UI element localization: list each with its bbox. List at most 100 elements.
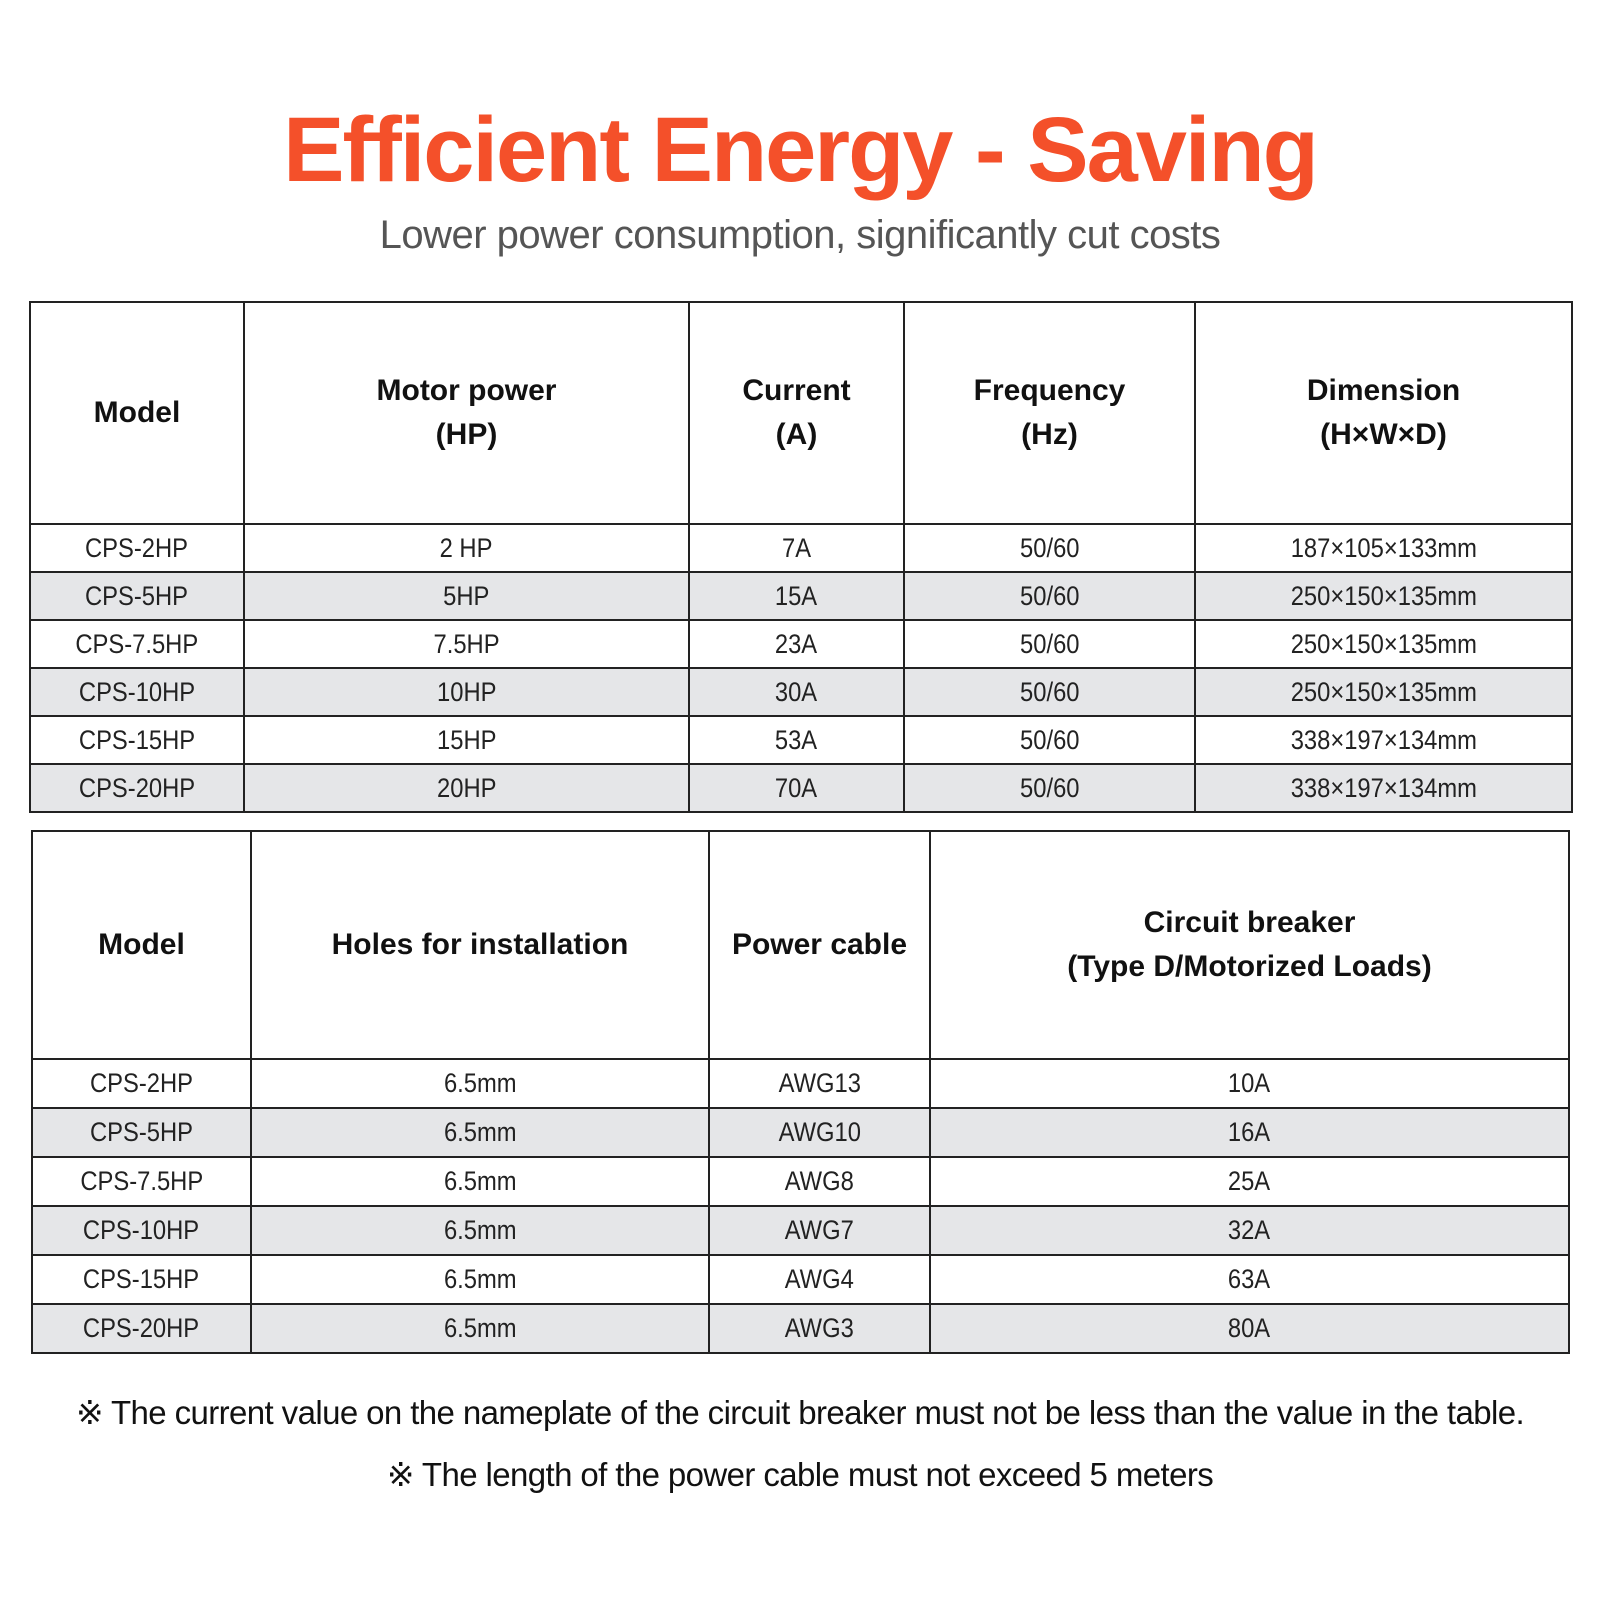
cell-value: 10A [1228,1068,1271,1098]
cell-value: 50/60 [1019,532,1080,563]
table-cell: 53A [688,715,905,765]
column-header-label: (A) [775,418,818,451]
column-header-label: Dimension [1306,374,1461,407]
table-cell: CPS-5HP [31,1107,252,1158]
table-cell: 5HP [243,571,690,621]
table-cell: CPS-2HP [29,523,245,573]
table-cell: AWG13 [708,1058,931,1109]
table-cell: 250×150×135mm [1194,619,1573,669]
table-cell: CPS-15HP [31,1254,252,1305]
cell-value: 70A [775,772,818,803]
cell-value: 23A [775,628,818,659]
table-row: CPS-2HP 6.5mm AWG13 10A [31,1058,1570,1109]
table-row: CPS-7.5HP 6.5mm AWG8 25A [31,1156,1570,1207]
cell-value: CPS-5HP [90,1117,193,1147]
cell-value: AWG4 [784,1264,855,1294]
table-cell: 7.5HP [243,619,690,669]
table-row: CPS-7.5HP 7.5HP 23A 50/60 250×150×135mm [29,619,1573,669]
cell-value: 6.5mm [443,1068,517,1098]
cell-value: 63A [1228,1264,1271,1294]
table-cell: 15HP [243,715,690,765]
cell-value: 25A [1228,1166,1271,1196]
table-cell: 50/60 [903,619,1196,669]
cell-value: 6.5mm [443,1264,517,1294]
table-cell: 2 HP [243,523,690,573]
cell-value: 338×197×134mm [1290,724,1477,755]
table-cell: 50/60 [903,715,1196,765]
column-header-label: Circuit breaker [1143,906,1356,939]
column-header-label: (Type D/Motorized Loads) [1067,950,1432,983]
table-cell: 70A [688,763,905,813]
cell-value: 250×150×135mm [1290,676,1477,707]
cell-value: 50/60 [1019,772,1080,803]
table-cell: AWG3 [708,1303,931,1354]
cell-value: AWG10 [778,1117,861,1147]
column-header: Circuit breaker (Type D/Motorized Loads) [929,830,1570,1060]
cell-value: 50/60 [1019,628,1080,659]
table-cell: 6.5mm [250,1254,710,1305]
table-cell: CPS-7.5HP [29,619,245,669]
table-cell: 15A [688,571,905,621]
table-cell: CPS-20HP [31,1303,252,1354]
table-row: CPS-5HP 5HP 15A 50/60 250×150×135mm [29,571,1573,621]
table-cell: 338×197×134mm [1194,715,1573,765]
table-header-row: Model Motor power (HP) Current (A) Frequency (… [29,301,1573,525]
cell-value: 15A [775,580,818,611]
table-cell: 25A [929,1156,1570,1207]
column-header: Dimension (H×W×D) [1194,301,1573,525]
cell-value: 7.5HP [433,628,500,659]
table-cell: AWG8 [708,1156,931,1207]
table-cell: 10A [929,1058,1570,1109]
cell-value: CPS-5HP [85,580,189,611]
column-header-label: Model [98,928,185,961]
cell-value: 10HP [436,676,497,707]
cell-value: CPS-15HP [83,1264,200,1294]
cell-value: 32A [1228,1215,1271,1245]
cell-value: CPS-2HP [85,532,189,563]
cell-value: 15HP [436,724,497,755]
column-header-label: Motor power [376,374,557,407]
cell-value: 20HP [436,772,497,803]
cell-value: 50/60 [1019,580,1080,611]
cell-value: 6.5mm [443,1117,517,1147]
column-header-label: (H×W×D) [1320,418,1447,451]
cell-value: 250×150×135mm [1290,628,1477,659]
cell-value: CPS-10HP [83,1215,200,1245]
table-cell: 50/60 [903,763,1196,813]
table-cell: 250×150×135mm [1194,571,1573,621]
table-cell: 16A [929,1107,1570,1158]
table-cell: CPS-10HP [29,667,245,717]
cell-value: 5HP [443,580,490,611]
cell-value: CPS-7.5HP [75,628,199,659]
column-header-label: Frequency [973,374,1126,407]
cell-value: AWG8 [784,1166,855,1196]
table-cell: AWG4 [708,1254,931,1305]
cell-value: 187×105×133mm [1290,532,1477,563]
table-cell: 6.5mm [250,1156,710,1207]
column-header: Holes for installation [250,830,710,1060]
column-header-label: (Hz) [1021,418,1078,451]
table-row: CPS-15HP 15HP 53A 50/60 338×197×134mm [29,715,1573,765]
table-row: CPS-2HP 2 HP 7A 50/60 187×105×133mm [29,523,1573,573]
table-cell: CPS-20HP [29,763,245,813]
table-cell: 63A [929,1254,1570,1305]
cell-value: AWG13 [778,1068,861,1098]
table-cell: 6.5mm [250,1058,710,1109]
table-cell: 6.5mm [250,1303,710,1354]
table-cell: 20HP [243,763,690,813]
column-header: Motor power (HP) [243,301,690,525]
table-cell: CPS-10HP [31,1205,252,1256]
table-cell: 250×150×135mm [1194,667,1573,717]
table-cell: CPS-2HP [31,1058,252,1109]
cell-value: CPS-7.5HP [80,1166,203,1196]
cell-value: 6.5mm [443,1313,517,1343]
note-cable-length: ※ The length of the power cable must not… [386,1456,1214,1493]
column-header: Frequency (Hz) [903,301,1196,525]
column-header: Power cable [708,830,931,1060]
table-row: CPS-15HP 6.5mm AWG4 63A [31,1254,1570,1305]
column-header: Model [29,301,245,525]
table-cell: 338×197×134mm [1194,763,1573,813]
cell-value: 250×150×135mm [1290,580,1477,611]
column-header-label: Power cable [731,928,908,961]
cell-value: 50/60 [1019,724,1080,755]
